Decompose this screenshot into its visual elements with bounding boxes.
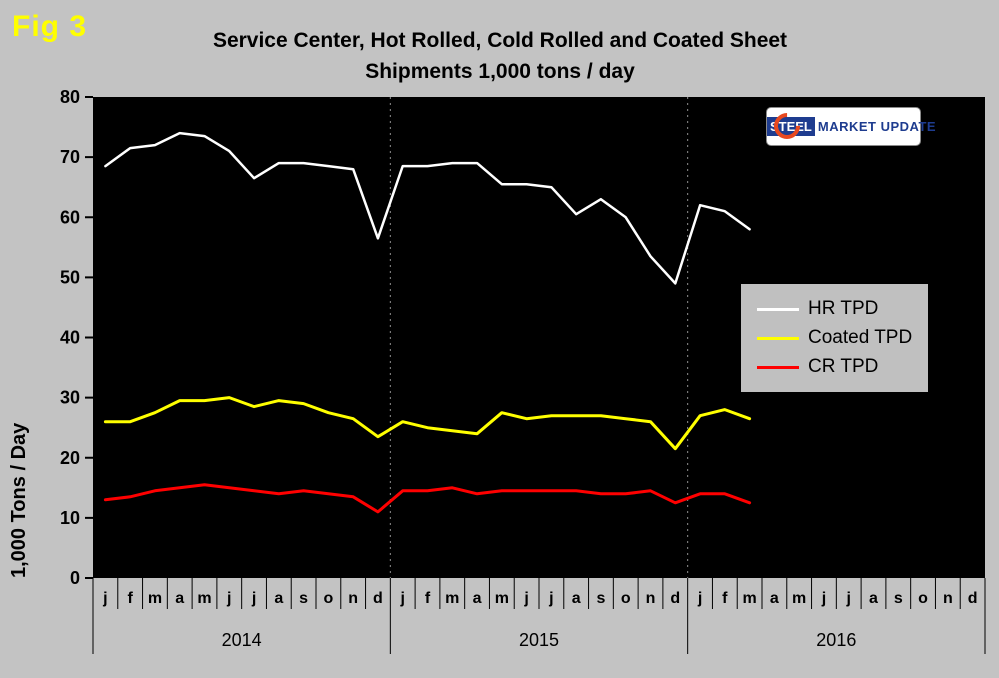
series-line-coated-tpd — [103, 396, 752, 451]
month-label: f — [128, 590, 134, 607]
month-label: a — [473, 590, 482, 607]
legend-item-cr-tpd: CR TPD — [757, 356, 912, 378]
legend-line-sample-cr — [757, 365, 799, 369]
month-label: f — [722, 590, 728, 607]
y-axis-tick-label: 10 — [60, 508, 80, 528]
year-label: 2015 — [519, 630, 559, 650]
month-label: m — [148, 590, 162, 607]
month-label: o — [621, 590, 631, 607]
month-label: a — [572, 590, 581, 607]
y-axis-tick-label: 30 — [60, 388, 80, 408]
month-label: j — [523, 590, 528, 607]
chart-title: Service Center, Hot Rolled, Cold Rolled … — [40, 25, 960, 87]
month-label: j — [226, 590, 231, 607]
logo-text-steel: STEEL — [766, 117, 815, 136]
month-label: a — [869, 590, 878, 607]
month-label: o — [918, 590, 928, 607]
legend-item-hr-tpd: HR TPD — [757, 298, 912, 320]
month-label: d — [968, 590, 978, 607]
y-axis-tick-label: 50 — [60, 267, 80, 287]
month-label: m — [197, 590, 211, 607]
month-label: j — [399, 590, 404, 607]
series-line-hr-tpd — [104, 131, 751, 285]
y-axis-tick-label: 60 — [60, 207, 80, 227]
y-axis-tick-label: 40 — [60, 328, 80, 348]
y-axis-tick-label: 0 — [70, 568, 80, 588]
smu-logo: STEEL MARKET UPDATE — [766, 107, 936, 146]
month-label: m — [792, 590, 806, 607]
month-label: d — [373, 590, 383, 607]
legend-item-coated-tpd: Coated TPD — [757, 327, 912, 349]
month-label: m — [742, 590, 756, 607]
month-label: j — [821, 590, 826, 607]
legend-line-sample-hr — [757, 307, 799, 311]
month-label: a — [274, 590, 283, 607]
y-axis-title: 1,000 Tons / Day — [8, 422, 30, 578]
legend-label-cr: CR TPD — [808, 356, 879, 377]
year-label: 2014 — [222, 630, 262, 650]
legend-line-sample-coated — [757, 336, 799, 340]
month-label: a — [175, 590, 184, 607]
chart-title-line1: Service Center, Hot Rolled, Cold Rolled … — [212, 29, 788, 52]
logo-swoosh-icon — [768, 107, 806, 145]
y-axis-tick-label: 70 — [60, 147, 80, 167]
legend-label-coated: Coated TPD — [808, 327, 913, 348]
month-label: j — [697, 590, 702, 607]
logo-text-market-update: MARKET UPDATE — [817, 119, 937, 134]
month-label: n — [348, 590, 358, 607]
year-label: 2016 — [816, 630, 856, 650]
month-label: n — [646, 590, 656, 607]
month-label: f — [425, 590, 431, 607]
chart-title-line2: Shipments 1,000 tons / day — [365, 60, 635, 83]
month-label: j — [102, 590, 107, 607]
month-label: s — [596, 590, 605, 607]
legend-label-hr: HR TPD — [808, 298, 879, 319]
month-label: a — [770, 590, 779, 607]
month-label: j — [251, 590, 256, 607]
month-label: o — [323, 590, 333, 607]
month-label: m — [495, 590, 509, 607]
month-label: n — [943, 590, 953, 607]
y-axis-tick-label: 20 — [60, 448, 80, 468]
legend: HR TPD Coated TPD CR TPD — [741, 284, 928, 392]
month-label: m — [445, 590, 459, 607]
month-label: s — [894, 590, 903, 607]
series-line-cr-tpd — [103, 483, 752, 514]
month-label: d — [670, 590, 680, 607]
month-label: s — [299, 590, 308, 607]
figure-number: Fig 3 — [12, 10, 88, 43]
y-axis-tick-label: 80 — [60, 87, 80, 107]
month-label: j — [845, 590, 850, 607]
month-label: j — [548, 590, 553, 607]
